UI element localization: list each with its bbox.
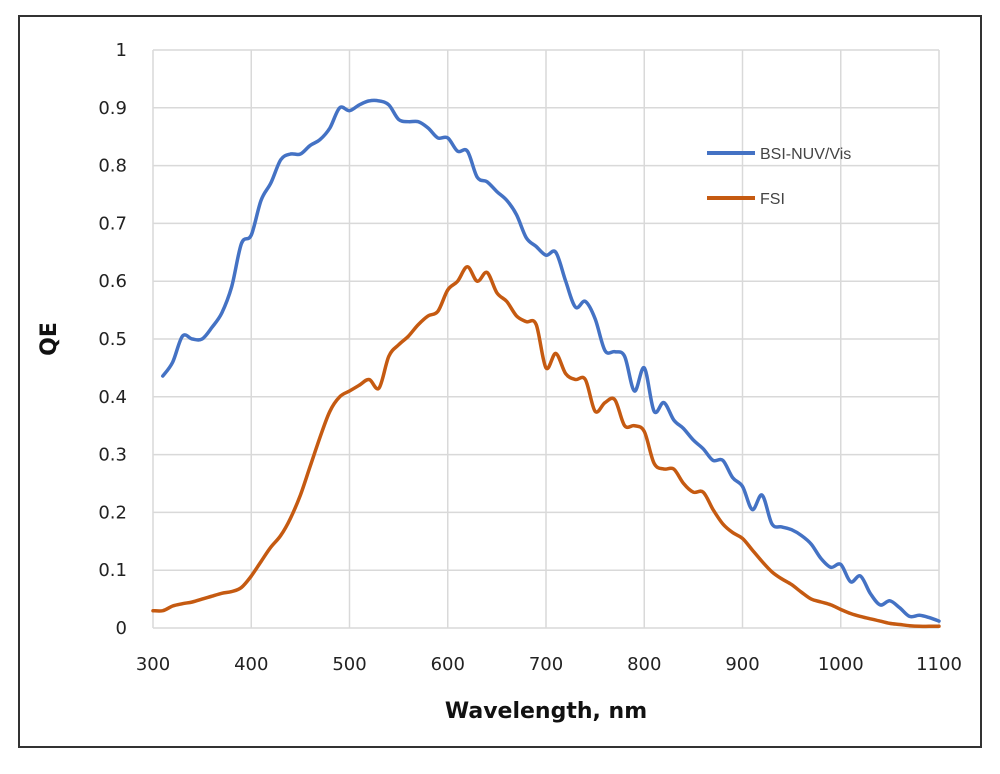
x-tick-labels: 300 400 500 600 700 800 900 1000 1100 <box>136 654 962 675</box>
y-tick-label: 0.2 <box>98 502 127 523</box>
x-tick-label: 800 <box>627 654 661 675</box>
x-tick-label: 600 <box>431 654 465 675</box>
y-tick-label: 0.1 <box>98 560 127 581</box>
x-tick-label: 1100 <box>916 654 962 675</box>
y-axis-title: QE <box>37 322 62 356</box>
y-tick-label: 0 <box>116 618 127 639</box>
x-tick-label: 900 <box>725 654 759 675</box>
y-tick-label: 0.7 <box>98 213 127 234</box>
x-tick-label: 1000 <box>818 654 864 675</box>
y-tick-label: 0.4 <box>98 387 127 408</box>
series-line-bsi <box>161 98 941 623</box>
y-tick-label: 0.5 <box>98 329 127 350</box>
x-tick-label: 400 <box>234 654 268 675</box>
x-tick-label: 300 <box>136 654 170 675</box>
y-tick-label: 0.6 <box>98 271 127 292</box>
series-line-fsi <box>151 265 941 629</box>
x-tick-label: 700 <box>529 654 563 675</box>
x-tick-label: 500 <box>332 654 366 675</box>
y-tick-label: 0.3 <box>98 445 127 466</box>
x-axis-title: Wavelength, nm <box>445 699 647 724</box>
gridlines <box>152 49 940 629</box>
y-tick-label: 0.8 <box>98 156 127 177</box>
chart-frame <box>18 15 982 748</box>
legend-label-fsi: FSI <box>760 191 785 208</box>
y-tick-label: 1 <box>116 40 127 61</box>
legend-label-bsi: BSI-NUV/Vis <box>760 146 851 163</box>
legend: BSI-NUV/Vis FSI <box>707 146 851 208</box>
y-tick-label: 0.9 <box>98 98 127 119</box>
series-lines <box>151 98 941 629</box>
y-tick-labels: 0 0.1 0.2 0.3 0.4 0.5 0.6 0.7 0.8 0.9 1 <box>98 40 127 639</box>
